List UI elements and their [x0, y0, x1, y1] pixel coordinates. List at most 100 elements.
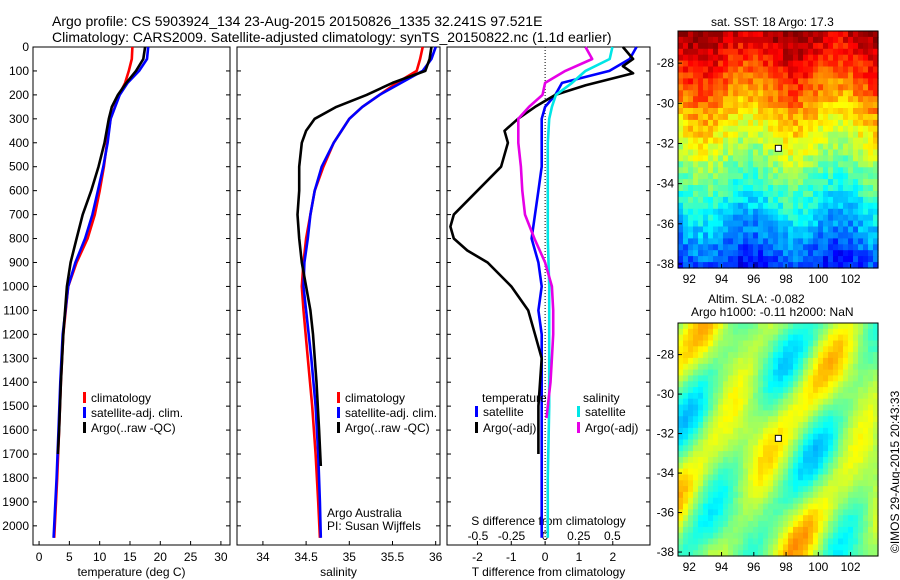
series-line: [302, 46, 437, 538]
map-x-tick-label: 92: [683, 272, 697, 286]
legend-swatch: [83, 407, 86, 418]
climatology-title: Climatology: CARS2009. Satellite-adjuste…: [52, 29, 612, 45]
map-x-tick-label: 102: [841, 560, 861, 574]
map-y-tick-label: -32: [657, 427, 675, 441]
x-axis-label: salinity: [320, 565, 357, 579]
map-y-tick-label: -30: [657, 96, 675, 110]
y-tick-label: 2000: [2, 519, 29, 533]
sla-map-image: [678, 323, 879, 557]
sst-map-title: sat. SST: 18 Argo: 17.3: [711, 15, 834, 29]
s-tick-label: -0.25: [498, 529, 526, 543]
x-tick-label: 30: [214, 550, 228, 564]
legend-label: satellite: [585, 405, 626, 419]
x-tick-label: 34: [256, 550, 270, 564]
y-tick-label: 100: [9, 64, 29, 78]
series-line: [546, 46, 614, 538]
legend-swatch: [577, 406, 580, 417]
map-y-tick-label: -34: [657, 466, 675, 480]
legend-swatch: [337, 407, 340, 418]
s-tick-label: 0.25: [567, 529, 591, 543]
x-tick-label: 0: [542, 550, 549, 564]
map-y-tick-label: -32: [657, 136, 675, 150]
argo-location-marker: [774, 144, 782, 152]
panel-1-frame: [32, 46, 231, 546]
x-axis-label: T difference from climatology: [472, 565, 626, 579]
y-tick-label: 300: [9, 112, 29, 126]
s-tick-label: 0: [542, 529, 549, 543]
map-x-tick-label: 96: [747, 272, 761, 286]
map-y-tick-label: -38: [657, 545, 675, 559]
legend-swatch: [475, 422, 478, 433]
x-tick-label: 5: [66, 550, 73, 564]
x-tick-label: -2: [472, 550, 483, 564]
map-y-tick-label: -36: [657, 506, 675, 520]
legend-label: climatology: [91, 391, 151, 405]
map-x-tick-label: 92: [683, 560, 697, 574]
series-line: [449, 46, 635, 454]
sla-map-subtitle: Argo h1000: -0.11 h2000: NaN: [691, 305, 854, 319]
x-tick-label: 0: [36, 550, 43, 564]
y-tick-label: 900: [9, 255, 29, 269]
x-tick-label: 15: [123, 550, 137, 564]
map-x-tick-label: 94: [715, 272, 729, 286]
map-y-tick-label: -30: [657, 387, 675, 401]
y-tick-label: 800: [9, 232, 29, 246]
y-tick-label: 1500: [2, 399, 29, 413]
sla-map-title: Altim. SLA: -0.082: [708, 292, 805, 306]
map-y-tick-label: -36: [657, 217, 675, 231]
y-tick-label: 0: [22, 40, 29, 54]
map-y-tick-label: -28: [657, 348, 675, 362]
y-tick-label: 1700: [2, 447, 29, 461]
legend-swatch: [337, 392, 340, 403]
panel-2-frame: [236, 46, 441, 546]
map-frame: [677, 322, 879, 557]
legend-swatch: [83, 392, 86, 403]
series-line: [296, 46, 433, 467]
s-tick-label: -0.5: [468, 529, 489, 543]
x-tick-label: 20: [154, 550, 168, 564]
legend-salinity-title: salinity: [583, 391, 620, 405]
series-line: [530, 46, 638, 538]
sst-map-image: [678, 31, 879, 269]
map-y-tick-label: -38: [657, 257, 675, 271]
map-x-tick-label: 98: [779, 272, 793, 286]
x-tick-label: 25: [184, 550, 198, 564]
legend-label: Argo(..raw -QC): [91, 421, 176, 435]
x-axis-label: temperature (deg C): [77, 565, 185, 579]
legend-label: satellite-adj. clim.: [91, 406, 183, 420]
y-tick-label: 1300: [2, 351, 29, 365]
x-tick-label: -1: [506, 550, 517, 564]
legend-swatch: [83, 422, 86, 433]
y-tick-label: 200: [9, 88, 29, 102]
map-x-tick-label: 96: [747, 560, 761, 574]
legend-label: Argo(-adj): [483, 421, 536, 435]
pi-note: PI: Susan Wijffels: [327, 519, 421, 533]
legend-label: satellite: [483, 405, 524, 419]
argo-australia-note: Argo Australia: [327, 506, 402, 520]
x-tick-label: 10: [93, 550, 107, 564]
y-tick-label: 1100: [3, 303, 29, 317]
series-line: [52, 46, 150, 538]
map-y-tick-label: -34: [657, 177, 675, 191]
profile-title: Argo profile: CS 5903924_134 23-Aug-2015…: [52, 13, 543, 29]
legend-swatch: [337, 422, 340, 433]
x-tick-label: 1: [576, 550, 583, 564]
y-tick-label: 500: [9, 160, 29, 174]
series-line: [516, 46, 594, 419]
map-x-tick-label: 102: [841, 272, 861, 286]
argo-location-marker: [774, 434, 782, 442]
s-tick-label: 0.5: [604, 529, 621, 543]
map-y-tick-label: -28: [657, 56, 675, 70]
y-tick-label: 1200: [2, 327, 29, 341]
y-tick-label: 400: [9, 136, 29, 150]
x-tick-label: 35: [343, 550, 357, 564]
map-frame: [677, 30, 879, 269]
y-tick-label: 600: [9, 184, 29, 198]
legend-temperature-title: temperature: [482, 391, 547, 405]
map-x-tick-label: 98: [779, 560, 793, 574]
legend-label: Argo(-adj): [585, 421, 638, 435]
y-tick-label: 1400: [2, 375, 29, 389]
y-tick-label: 1900: [2, 495, 29, 509]
legend-label: climatology: [345, 391, 405, 405]
